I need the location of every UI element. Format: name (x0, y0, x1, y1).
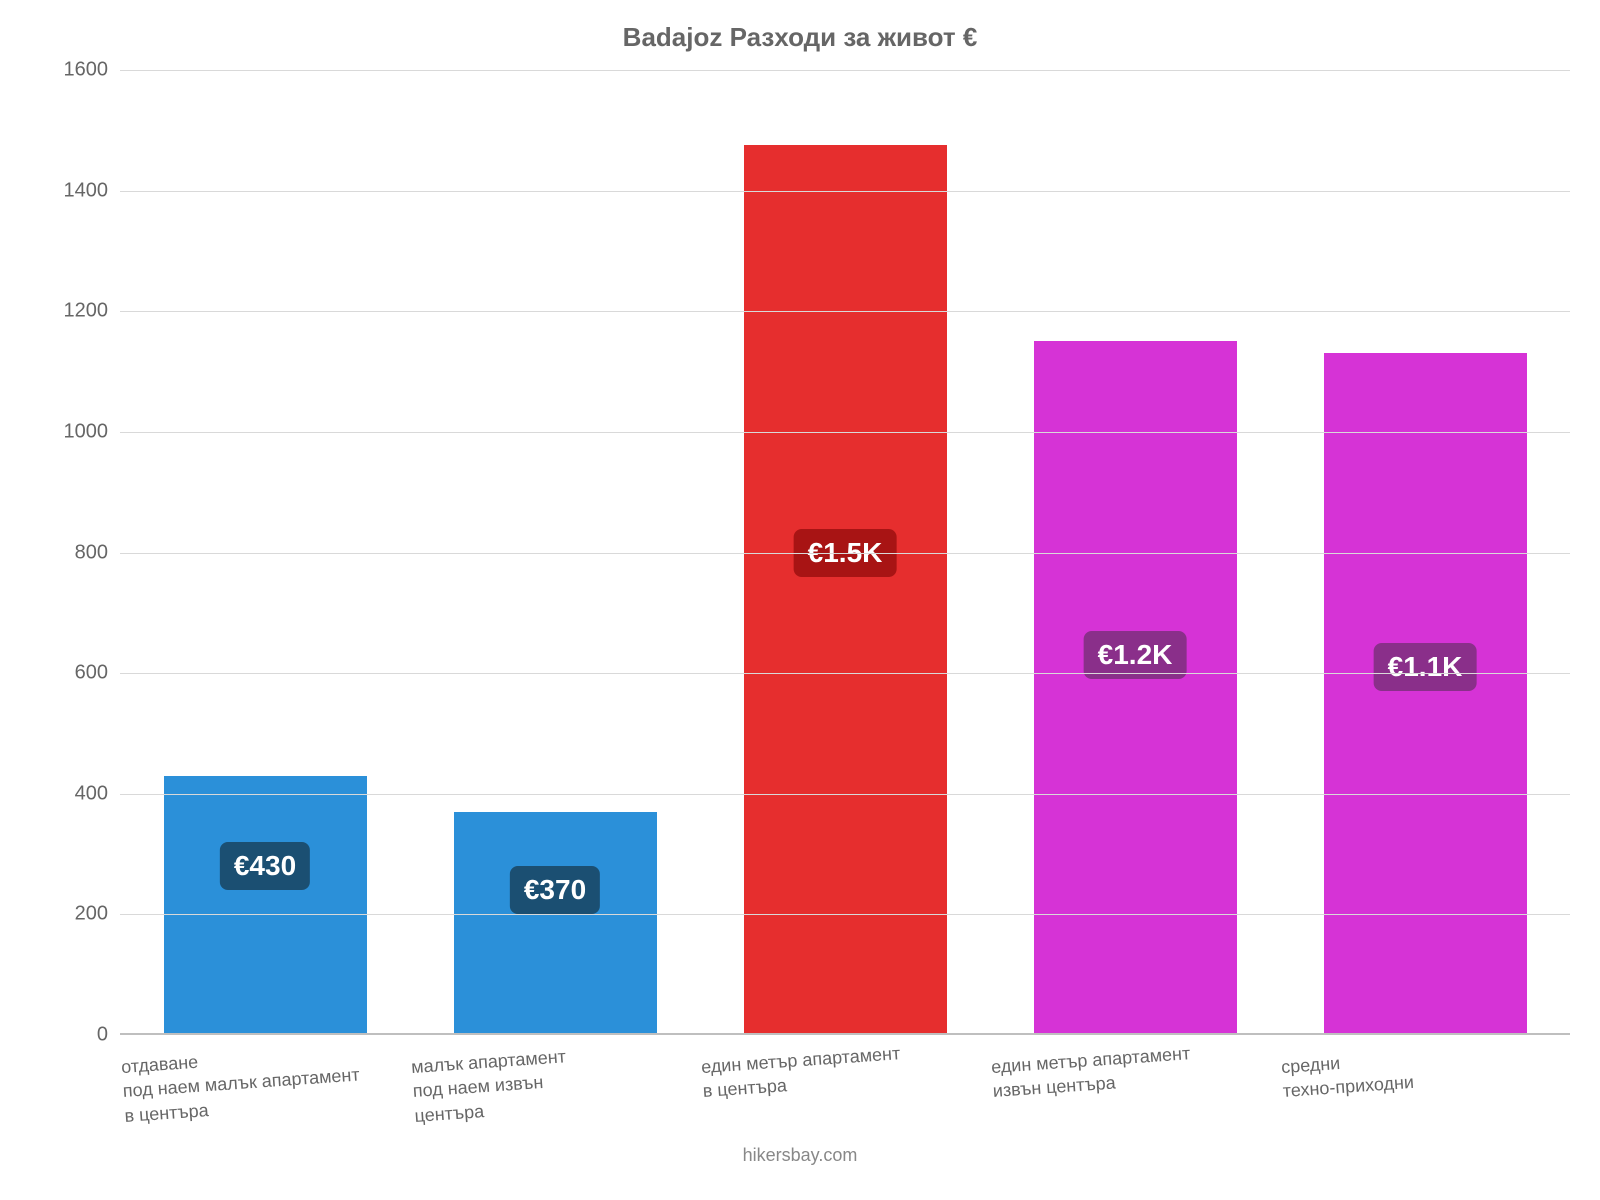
bar: €1.1K (1324, 353, 1527, 1035)
gridline (120, 673, 1570, 674)
bar: €370 (454, 812, 657, 1035)
plot-area: €430€370€1.5K€1.2K€1.1K 0200400600800100… (120, 70, 1570, 1035)
y-tick-label: 600 (75, 662, 120, 685)
y-tick-label: 800 (75, 541, 120, 564)
x-tick-label: един метър апартамент в центъра (700, 1035, 993, 1104)
x-tick-label: един метър апартамент извън центъра (990, 1035, 1283, 1104)
gridline (120, 794, 1570, 795)
gridline (120, 191, 1570, 192)
value-badge: €370 (510, 866, 600, 914)
x-tick-label: малък апартамент под наем извън центъра (410, 1035, 704, 1128)
value-badge: €1.2K (1084, 631, 1187, 679)
y-tick-label: 1000 (64, 420, 121, 443)
attribution-text: hikersbay.com (0, 1145, 1600, 1166)
chart-title: Badajoz Разходи за живот € (0, 22, 1600, 53)
y-tick-label: 200 (75, 903, 120, 926)
gridline (120, 311, 1570, 312)
y-tick-label: 1600 (64, 59, 121, 82)
y-tick-label: 1200 (64, 300, 121, 323)
x-axis-baseline (120, 1033, 1570, 1035)
y-tick-label: 0 (97, 1024, 120, 1047)
y-tick-label: 1400 (64, 179, 121, 202)
gridline (120, 432, 1570, 433)
bar: €430 (164, 776, 367, 1035)
chart-container: Badajoz Разходи за живот € €430 €370 €1.5K… (0, 0, 1600, 1200)
gridline (120, 70, 1570, 71)
x-tick-label: средни техно-приходни (1280, 1035, 1573, 1104)
value-badge: €430 (220, 842, 310, 890)
gridline (120, 553, 1570, 554)
x-tick-label: отдаване под наем малък апартамент в цен… (120, 1035, 414, 1128)
bar: €1.5K (744, 145, 947, 1035)
bar: €1.2K (1034, 341, 1237, 1035)
value-badge: €1.1K (1374, 643, 1477, 691)
gridline (120, 914, 1570, 915)
y-tick-label: 400 (75, 782, 120, 805)
